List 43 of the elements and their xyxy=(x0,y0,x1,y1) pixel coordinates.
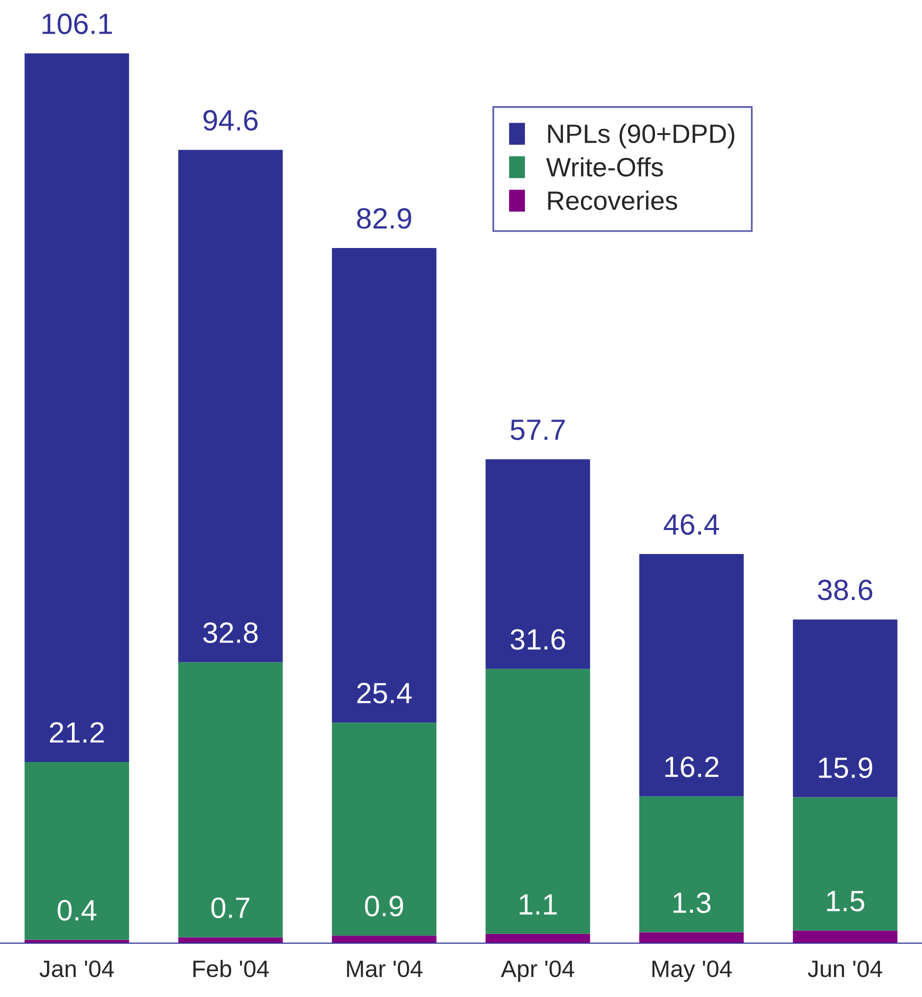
bar xyxy=(178,662,283,938)
data-label: 0.7 xyxy=(211,897,250,918)
bar xyxy=(24,762,130,940)
data-label: 21.2 xyxy=(50,722,104,743)
x-tick-label: Apr '04 xyxy=(500,960,574,982)
data-label: 25.4 xyxy=(357,682,412,704)
x-tick-label: May '04 xyxy=(652,960,732,982)
bar xyxy=(639,554,744,796)
bar xyxy=(332,936,436,944)
legend-label: Recoveries xyxy=(548,190,678,210)
total-label: 46.4 xyxy=(664,514,720,535)
data-label: 32.8 xyxy=(203,622,258,644)
data-label: 31.6 xyxy=(510,629,565,650)
total-label: 106.1 xyxy=(42,14,112,34)
total-label: 38.6 xyxy=(818,580,872,600)
bar xyxy=(332,248,436,723)
data-label: 15.9 xyxy=(819,757,872,778)
bar xyxy=(639,932,744,944)
data-label: 1.3 xyxy=(673,892,710,914)
data-label: 0.4 xyxy=(58,900,96,921)
total-label: 82.9 xyxy=(357,208,412,229)
legend-label: Write-Offs xyxy=(546,157,663,177)
bar xyxy=(486,459,590,669)
bar xyxy=(792,797,898,931)
bar xyxy=(792,619,898,798)
data-label: 1.5 xyxy=(827,891,864,912)
bar xyxy=(486,668,590,934)
data-label: 0.9 xyxy=(365,896,404,916)
bar xyxy=(178,150,283,662)
bar xyxy=(639,796,744,932)
x-tick-label: Jan '04 xyxy=(40,960,114,978)
x-tick-label: Jun '04 xyxy=(808,960,882,978)
data-label: 16.2 xyxy=(665,756,718,778)
legend-label: NPLs (90+DPD) xyxy=(548,124,734,148)
total-label: 94.6 xyxy=(203,110,258,131)
total-label: 57.7 xyxy=(510,420,565,440)
bar xyxy=(486,934,590,944)
bar xyxy=(24,53,130,762)
x-tick-label: Mar '04 xyxy=(347,960,422,978)
bar xyxy=(792,930,898,944)
data-label: 1.1 xyxy=(520,894,557,914)
x-tick-label: Feb '04 xyxy=(193,960,269,978)
bar xyxy=(332,722,436,936)
